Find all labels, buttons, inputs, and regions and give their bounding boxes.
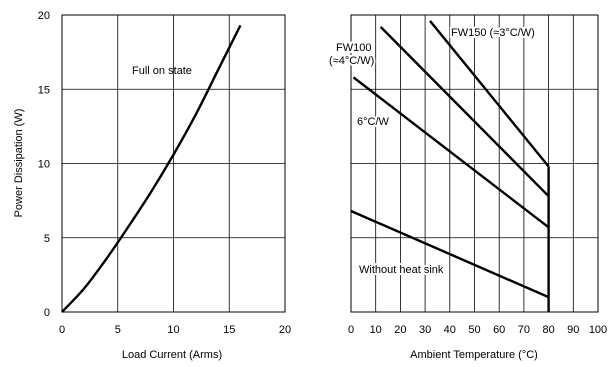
right-grid bbox=[351, 15, 598, 312]
left-y-tick-label: 0 bbox=[44, 307, 50, 319]
left-series bbox=[61, 24, 242, 313]
left-y-tick-label: 15 bbox=[38, 84, 50, 96]
chart-load-current-vs-power: 0 5 10 15 20 0 5 10 15 20 Load Current (Arms) Po… bbox=[13, 10, 291, 361]
left-y-axis-label: Power Dissipation (W) bbox=[13, 109, 25, 218]
right-x-tick-label: 80 bbox=[542, 324, 554, 336]
left-y-tick-label: 20 bbox=[38, 10, 50, 22]
left-y-tick-labels: 0 5 10 15 20 bbox=[38, 10, 50, 319]
right-x-tick-label: 50 bbox=[468, 324, 480, 336]
right-x-tick-label: 90 bbox=[567, 324, 579, 336]
right-x-tick-labels: 0 10 20 30 40 50 60 70 80 90 100 bbox=[348, 324, 607, 336]
left-x-tick-label: 15 bbox=[223, 324, 235, 336]
annotation-fw100-line1: FW100 bbox=[336, 42, 371, 54]
right-x-tick-label: 60 bbox=[493, 324, 505, 336]
left-x-tick-label: 5 bbox=[115, 324, 121, 336]
left-y-tick-label: 10 bbox=[38, 159, 50, 171]
right-x-tick-label: 10 bbox=[370, 324, 382, 336]
left-grid bbox=[62, 15, 285, 312]
right-x-tick-label: 100 bbox=[589, 324, 607, 336]
left-plot-frame bbox=[61, 14, 286, 313]
annotation-fw150: FW150 (≈3°C/W) bbox=[451, 27, 535, 39]
series-line-fw150 bbox=[429, 20, 550, 168]
right-x-tick-label: 0 bbox=[348, 324, 354, 336]
left-x-tick-label: 10 bbox=[167, 324, 179, 336]
annotation-without-heat-sink: Without heat sink bbox=[359, 264, 444, 276]
right-x-tick-label: 40 bbox=[444, 324, 456, 336]
left-x-tick-labels: 0 5 10 15 20 bbox=[59, 324, 291, 336]
right-series bbox=[350, 20, 550, 312]
annotation-6cw: 6°C/W bbox=[357, 116, 390, 128]
left-x-tick-label: 0 bbox=[59, 324, 65, 336]
series-line-full-on-state bbox=[61, 24, 242, 313]
series-line-6cw bbox=[352, 76, 550, 229]
series-line-fw100 bbox=[379, 26, 550, 198]
annotation-fw100-line2: (≈4°C/W) bbox=[329, 55, 374, 67]
left-x-axis-label: Load Current (Arms) bbox=[122, 349, 222, 361]
right-x-axis-label: Ambient Temperature (°C) bbox=[410, 349, 538, 361]
right-plot-frame bbox=[350, 14, 599, 313]
right-x-tick-label: 70 bbox=[518, 324, 530, 336]
right-x-tick-label: 20 bbox=[394, 324, 406, 336]
annotation-full-on-state: Full on state bbox=[132, 65, 192, 77]
chart-ambient-temperature-vs-power: 0 10 20 30 40 50 60 70 80 90 100 Ambient Temperatu… bbox=[327, 14, 607, 361]
series-line-without-heat-sink bbox=[350, 209, 550, 299]
right-x-tick-label: 30 bbox=[419, 324, 431, 336]
left-y-tick-label: 5 bbox=[44, 233, 50, 245]
left-x-tick-label: 20 bbox=[279, 324, 291, 336]
